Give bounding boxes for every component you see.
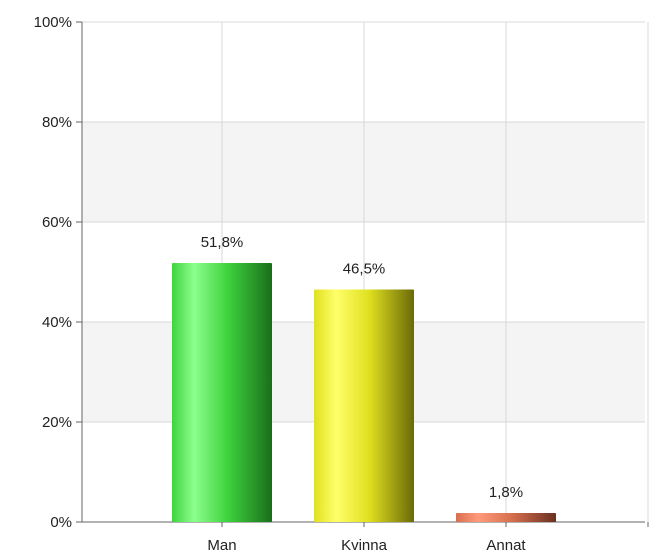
bar-kvinna: [314, 289, 414, 522]
category-label-kvinna: Kvinna: [341, 537, 388, 554]
y-tick-label: 80%: [42, 114, 72, 131]
y-tick-label: 20%: [42, 414, 72, 431]
y-tick-label: 40%: [42, 314, 72, 331]
data-label-kvinna: 46,5%: [343, 261, 386, 278]
bars: [172, 263, 556, 522]
y-tick-label: 0%: [50, 514, 72, 531]
y-tick-label: 100%: [34, 14, 72, 31]
y-axis-tick-labels: 0% 20% 40% 60% 80% 100%: [34, 14, 72, 531]
data-label-annat: 1,8%: [489, 484, 523, 501]
bar-man: [172, 263, 272, 522]
data-label-man: 51,8%: [201, 234, 244, 251]
y-tick-label: 60%: [42, 214, 72, 231]
category-label-man: Man: [207, 537, 236, 554]
x-axis-category-labels: Man Kvinna Annat: [207, 537, 526, 554]
data-labels: 51,8% 46,5% 1,8%: [201, 234, 523, 501]
bar-annat: [456, 513, 556, 522]
category-label-annat: Annat: [486, 537, 526, 554]
